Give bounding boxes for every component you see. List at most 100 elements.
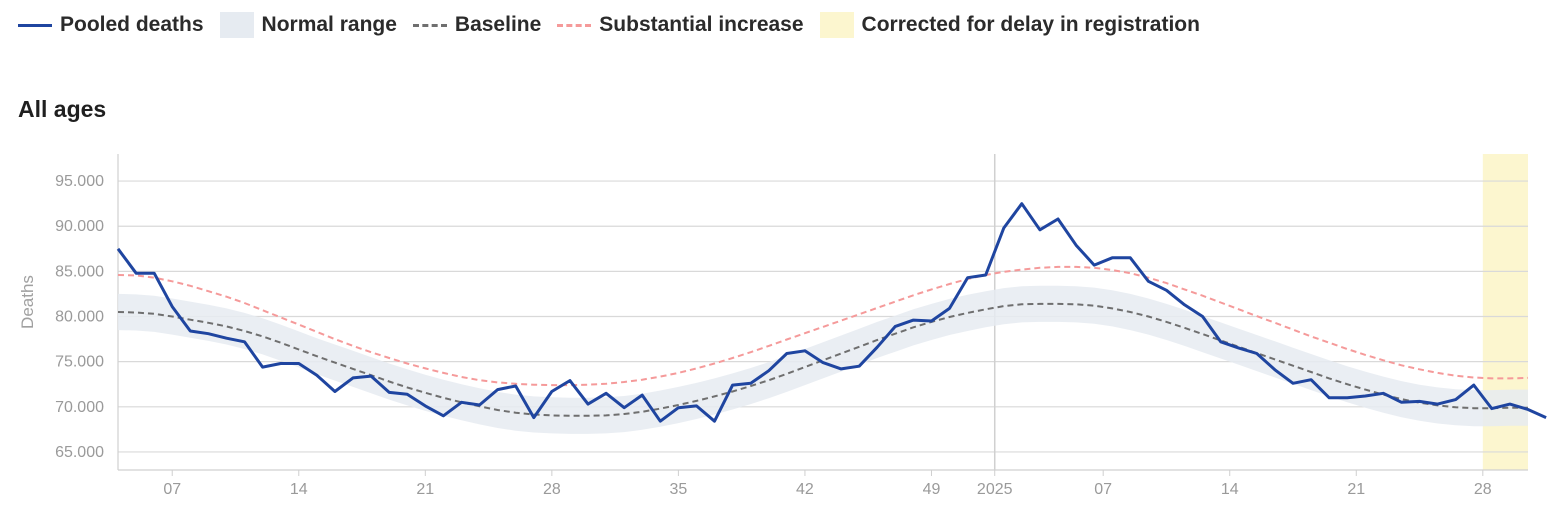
x-tick-label: 28 [543,481,561,498]
pooled-deaths-point [440,413,446,419]
pooled-deaths-point [1435,401,1441,407]
pooled-deaths-point [404,391,410,397]
pooled-deaths-point [169,304,175,310]
y-tick-label: 80.000 [55,309,104,326]
y-tick-label: 75.000 [55,354,104,371]
pooled-deaths-point [621,405,627,411]
legend: Pooled deaths Normal range Baseline Subs… [18,8,1216,42]
pooled-deaths-point [910,317,916,323]
pooled-deaths-point [1236,345,1242,351]
pooled-deaths-point [983,272,989,278]
chart-subtitle: All ages [18,96,107,122]
pooled-deaths-point [296,361,302,367]
substantial-increase-dash-swatch [557,23,592,27]
pooled-deaths-point [567,378,573,384]
normal-range-band-swatch [219,12,254,38]
pooled-deaths-point [205,331,211,337]
pooled-deaths-point [242,339,248,345]
legend-label-pooled-deaths: Pooled deaths [60,13,204,36]
x-tick-label: 21 [416,481,434,498]
pooled-deaths-point [332,389,338,395]
pooled-deaths-point [1218,339,1224,345]
pooled-deaths-point [874,344,880,350]
pooled-deaths-point [1001,225,1007,231]
pooled-deaths-point [531,415,537,421]
normal-range-band [118,285,1528,434]
x-tick-label: 42 [796,481,814,498]
pooled-deaths-point [1380,390,1386,396]
pooled-deaths-point [730,382,736,388]
pooled-deaths-point [585,401,591,407]
pooled-deaths-point [1073,242,1079,248]
pooled-deaths-point [603,390,609,396]
legend-item-normal-range[interactable]: Normal range [219,12,397,38]
legend-label-baseline: Baseline [454,13,542,36]
legend-item-corrected[interactable]: Corrected for delay in registration [819,12,1200,38]
x-tick-label: 14 [1221,481,1239,498]
pooled-deaths-point [838,366,844,372]
pooled-deaths-point [1254,351,1260,357]
legend-item-baseline[interactable]: Baseline [412,13,542,37]
legend-item-substantial-increase[interactable]: Substantial increase [557,13,804,37]
y-tick-label: 65.000 [55,444,104,461]
pooled-deaths-point [350,375,356,381]
legend-item-pooled-deaths[interactable]: Pooled deaths [18,13,204,37]
pooled-deaths-point [1145,278,1151,284]
x-tick-label: 49 [923,481,941,498]
x-tick-label: 28 [1474,481,1492,498]
pooled-deaths-point [187,328,193,334]
baseline-line [117,302,1528,417]
pooled-deaths-point [115,246,121,252]
pooled-deaths-point [766,368,772,374]
x-tick-label: 21 [1347,481,1365,498]
y-tick-label: 70.000 [55,399,104,416]
pooled-deaths-point [1127,255,1133,261]
pooled-deaths-point [278,361,284,367]
pooled-deaths-point [1543,415,1549,421]
pooled-deaths-point [314,372,320,378]
pooled-deaths-point [856,363,862,369]
x-tick-label: 14 [290,481,308,498]
pooled-deaths-point [1471,382,1477,388]
pooled-deaths-point [260,364,266,370]
pooled-deaths-point [224,335,230,341]
pooled-deaths-point [1272,367,1278,373]
pooled-deaths-point [151,270,157,276]
pooled-deaths-point [1344,395,1350,401]
x-tick-label: 2025 [977,481,1013,498]
pooled-deaths-point [477,402,483,408]
pooled-deaths-point [1109,255,1115,261]
pooled-deaths-line-swatch [18,23,52,27]
corrected-swatch [819,12,854,38]
pooled-deaths-point [1055,216,1061,222]
pooled-deaths-point [929,318,935,324]
pooled-deaths-point [549,389,555,395]
x-tick-label: 35 [669,481,687,498]
pooled-deaths-point [495,387,501,393]
pooled-deaths-point [133,270,139,276]
legend-label-corrected: Corrected for delay in registration [861,13,1200,36]
pooled-deaths-point [1290,380,1296,386]
pooled-deaths-point [712,418,718,424]
pooled-deaths-point [386,389,392,395]
pooled-deaths-point [947,305,953,311]
pooled-deaths-point [639,392,645,398]
pooled-deaths-point [1308,377,1314,383]
y-tick-label: 95.000 [55,173,104,190]
pooled-deaths-point [1091,262,1097,268]
pooled-deaths-point [802,348,808,354]
pooled-deaths-point [1453,397,1459,403]
pooled-deaths-point [1507,401,1513,407]
legend-label-substantial-increase: Substantial increase [599,13,804,36]
pooled-deaths-point [1182,302,1188,308]
y-tick-label: 85.000 [55,263,104,280]
pooled-deaths-point [1200,314,1206,320]
pooled-deaths-point [1525,407,1531,413]
pooled-deaths-point [694,403,700,409]
pooled-deaths-point [892,323,898,329]
y-axis-title: Deaths [18,275,37,329]
pooled-deaths-point [675,405,681,411]
pooled-deaths-line [116,202,1547,423]
pooled-deaths-point [1019,201,1025,207]
